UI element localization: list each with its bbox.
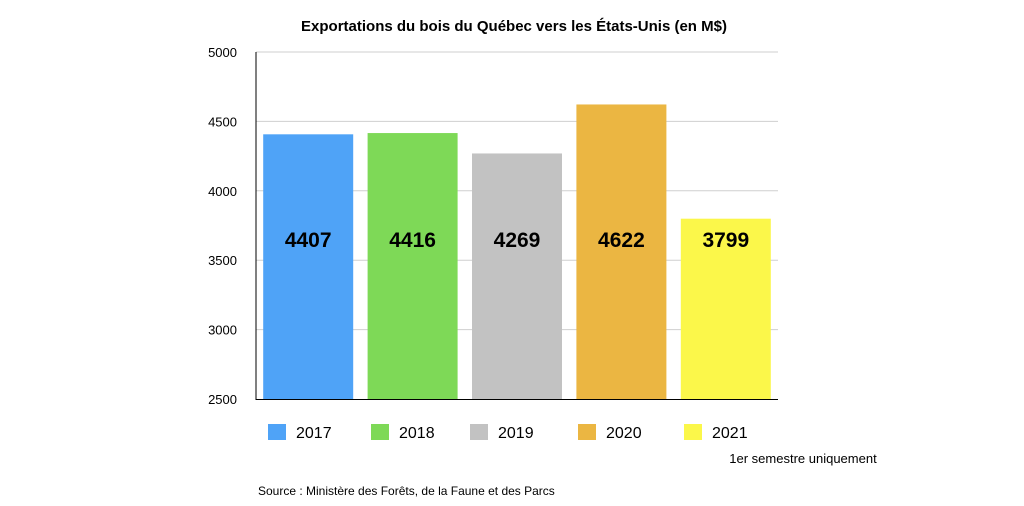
legend-swatch bbox=[470, 424, 488, 440]
bar-2018 bbox=[367, 133, 458, 399]
legend-item-2018: 2018 bbox=[371, 424, 435, 442]
bar-value-label: 4407 bbox=[285, 229, 332, 252]
legend-item-2019: 2019 bbox=[470, 424, 534, 442]
legend-note: 1er semestre uniquement bbox=[729, 451, 877, 466]
y-axis-ticks: 2500 3000 3500 4000 4500 5000 bbox=[208, 45, 237, 407]
legend-item-2020: 2020 bbox=[578, 424, 642, 442]
legend-label: 2018 bbox=[399, 425, 435, 442]
bar-value-label: 4416 bbox=[389, 229, 436, 252]
y-tick-label: 2500 bbox=[208, 392, 237, 407]
legend-label: 2020 bbox=[606, 425, 642, 442]
legend-label: 2019 bbox=[498, 425, 534, 442]
legend-swatch bbox=[268, 424, 286, 440]
bars bbox=[263, 104, 771, 399]
legend-item-2021: 2021 bbox=[684, 424, 748, 442]
bar-value-label: 4269 bbox=[494, 229, 541, 252]
y-tick-label: 3500 bbox=[208, 253, 237, 268]
legend-swatch bbox=[684, 424, 702, 440]
bar-value-labels: 4407 4416 4269 4622 3799 bbox=[285, 229, 749, 252]
y-tick-label: 3000 bbox=[208, 323, 237, 338]
bar-value-label: 3799 bbox=[702, 229, 749, 252]
legend-label: 2017 bbox=[296, 425, 332, 442]
bar-2017 bbox=[263, 134, 354, 399]
y-tick-label: 4500 bbox=[208, 114, 237, 129]
legend-swatch bbox=[578, 424, 596, 440]
legend-swatch bbox=[371, 424, 389, 440]
legend-item-2017: 2017 bbox=[268, 424, 332, 442]
legend-label: 2021 bbox=[712, 425, 748, 442]
chart-title: Exportations du bois du Québec vers les … bbox=[301, 18, 727, 35]
bar-2020 bbox=[576, 104, 667, 399]
y-tick-label: 4000 bbox=[208, 184, 237, 199]
y-tick-label: 5000 bbox=[208, 45, 237, 60]
legend: 2017 2018 2019 2020 2021 bbox=[268, 424, 748, 442]
bar-2021 bbox=[680, 218, 771, 399]
source-note: Source : Ministère des Forêts, de la Fau… bbox=[258, 484, 555, 498]
bar-value-label: 4622 bbox=[598, 229, 645, 252]
bar-2019 bbox=[472, 153, 562, 399]
